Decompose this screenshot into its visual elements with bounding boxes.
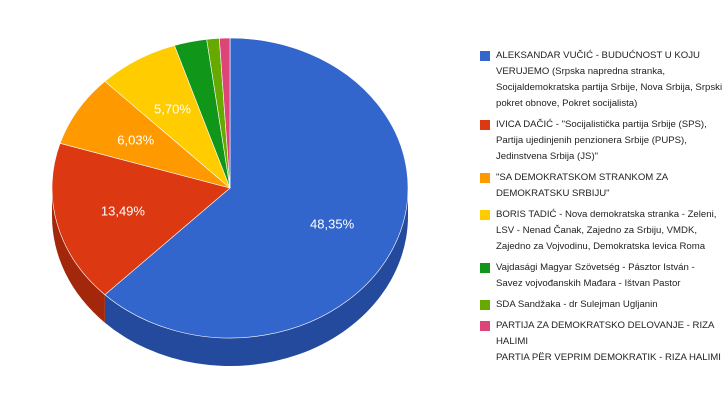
legend-swatch-3 [480, 210, 490, 220]
legend-item-6[interactable]: PARTIJA ZA DEMOKRATSKO DELOVANJE - RIZA … [478, 318, 724, 366]
legend-item-1[interactable]: IVICA DAČIĆ - "Socijalistička partija Sr… [478, 117, 724, 165]
legend-label-4: Vajdasági Magyar Szövetség - Pásztor Ist… [496, 262, 695, 289]
legend-label-0: ALEKSANDAR VUČIĆ - BUDUĆNOST U KOJU VERU… [496, 50, 723, 109]
legend-item-2[interactable]: "SA DEMOKRATSKOM STRANKOM ZA DEMOKRATSKU… [478, 170, 724, 202]
pie-slice-label-2: 6,03% [117, 133, 154, 148]
pie-slice-label-1: 13,49% [101, 204, 146, 219]
legend-label-2: "SA DEMOKRATSKOM STRANKOM ZA DEMOKRATSKU… [496, 172, 668, 199]
chart-legend: ALEKSANDAR VUČIĆ - BUDUĆNOST U KOJU VERU… [478, 48, 724, 371]
legend-swatch-6 [480, 321, 490, 331]
legend-item-4[interactable]: Vajdasági Magyar Szövetség - Pásztor Ist… [478, 260, 724, 292]
legend-label-6: PARTIJA ZA DEMOKRATSKO DELOVANJE - RIZA … [496, 320, 721, 363]
pie-slice-labels: 48,35% 13,49% 6,03% 5,70% [101, 102, 355, 232]
legend-swatch-5 [480, 300, 490, 310]
legend-swatch-4 [480, 263, 490, 273]
pie-sides [52, 188, 409, 366]
pie-slice-6[interactable] [219, 37, 231, 189]
pie-slice-label-0: 48,35% [310, 216, 355, 231]
legend-item-5[interactable]: SDA Sandžaka - dr Sulejman Ugljanin [478, 297, 724, 313]
pie-slice-1[interactable] [51, 142, 231, 296]
pie-slice-0[interactable] [104, 37, 409, 339]
pie-slice-label-3: 5,70% [154, 102, 191, 117]
legend-swatch-0 [480, 51, 490, 61]
legend-item-0[interactable]: ALEKSANDAR VUČIĆ - BUDUĆNOST U KOJU VERU… [478, 48, 724, 112]
pie-top-slices [51, 37, 409, 339]
legend-swatch-2 [480, 173, 490, 183]
legend-item-3[interactable]: BORIS TADIĆ - Nova demokratska stranka -… [478, 207, 724, 255]
legend-label-1: IVICA DAČIĆ - "Socijalistička partija Sr… [496, 119, 707, 162]
pie-chart: 48,35% 13,49% 6,03% 5,70% [51, 37, 409, 366]
legend-label-3: BORIS TADIĆ - Nova demokratska stranka -… [496, 209, 717, 252]
legend-swatch-1 [480, 120, 490, 130]
pie-slice-side-0 [104, 188, 409, 366]
pie-slice-side-1 [52, 188, 105, 323]
legend-label-5: SDA Sandžaka - dr Sulejman Ugljanin [496, 299, 658, 310]
